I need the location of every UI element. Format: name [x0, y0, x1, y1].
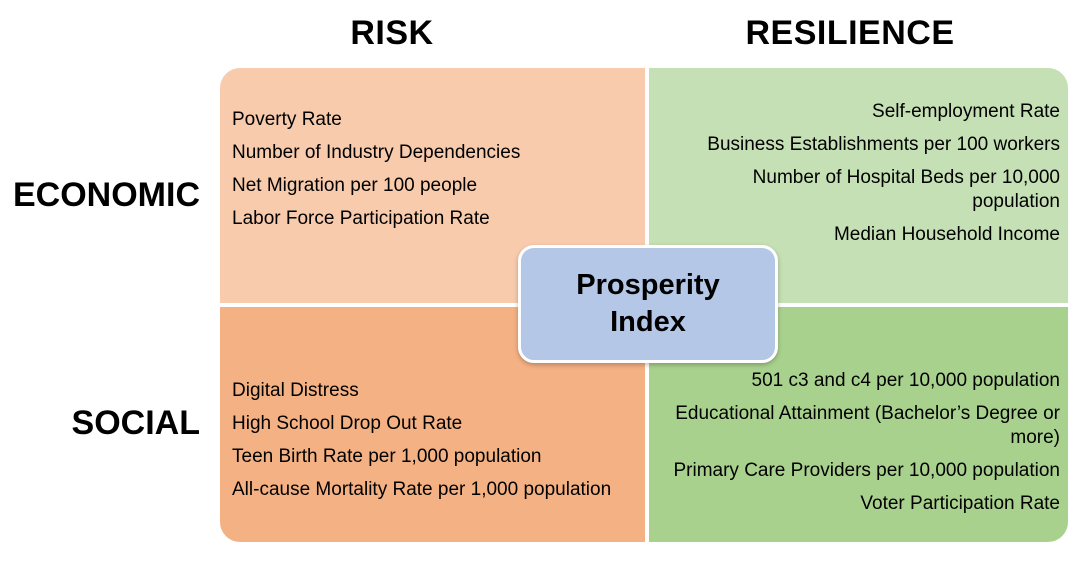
indicator-item: Digital Distress [232, 380, 359, 401]
indicator-item: Number of Industry Dependencies [232, 142, 521, 163]
indicator-item: Self-employment Rate [872, 101, 1060, 122]
indicator-list-economic-risk: Poverty Rate Number of Industry Dependenc… [232, 108, 639, 231]
quadrant-economic-risk: Poverty Rate Number of Industry Dependenc… [220, 68, 645, 303]
prosperity-index-label: Prosperity Index [576, 269, 720, 338]
indicator-item: Net Migration per 100 people [232, 175, 478, 196]
indicator-list-social-resilience: 501 c3 and c4 per 10,000 population Educa… [660, 369, 1060, 516]
indicator-list-social-risk: Digital Distress High School Drop Out Rat… [232, 379, 639, 502]
row-header-social: SOCIAL [71, 404, 200, 442]
prosperity-index-box: Prosperity Index [518, 245, 778, 363]
indicator-item: All-cause Mortality Rate per 1,000 popul… [232, 479, 612, 500]
row-header-economic: ECONOMIC [13, 176, 200, 214]
indicator-item: Number of Hospital Beds per 10,000 popul… [752, 167, 1060, 212]
indicator-item: Business Establishments per 100 workers [707, 134, 1060, 155]
indicator-item: Primary Care Providers per 10,000 popula… [673, 460, 1060, 481]
indicator-item: Teen Birth Rate per 1,000 population [232, 446, 542, 467]
indicator-item: Voter Participation Rate [860, 493, 1060, 514]
indicator-list-economic-resilience: Self-employment Rate Business Establishme… [660, 100, 1060, 247]
indicator-item: Educational Attainment (Bachelor’s Degre… [675, 403, 1060, 448]
indicator-item: Poverty Rate [232, 109, 342, 130]
indicator-item: Median Household Income [833, 224, 1060, 245]
quadrant-economic-resilience: Self-employment Rate Business Establishme… [649, 68, 1068, 303]
column-header-resilience: RESILIENCE [745, 14, 955, 52]
indicator-item: Labor Force Participation Rate [232, 208, 490, 229]
column-header-risk: RISK [350, 14, 434, 52]
indicator-item: High School Drop Out Rate [232, 413, 463, 434]
indicator-item: 501 c3 and c4 per 10,000 population [751, 370, 1060, 391]
